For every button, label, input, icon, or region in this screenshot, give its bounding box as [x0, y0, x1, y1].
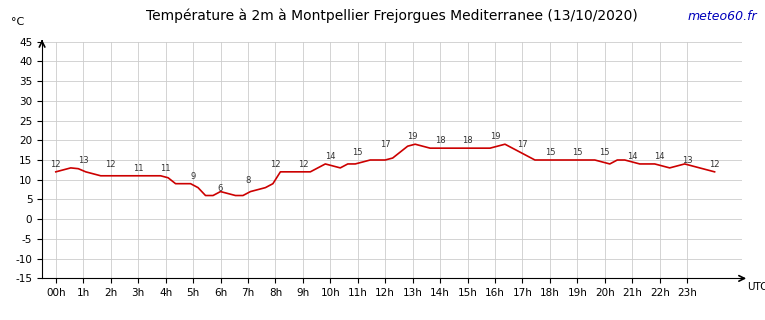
Text: 15: 15 [353, 148, 363, 157]
Text: 12: 12 [270, 160, 281, 169]
Text: 9: 9 [190, 172, 196, 181]
Text: 17: 17 [380, 140, 390, 149]
Text: 12: 12 [50, 160, 61, 169]
Text: Température à 2m à Montpellier Frejorgues Mediterranee (13/10/2020): Température à 2m à Montpellier Frejorgue… [146, 8, 638, 23]
Text: 13: 13 [78, 156, 89, 165]
Text: 11: 11 [133, 164, 143, 173]
Text: 11: 11 [161, 164, 171, 173]
Text: 14: 14 [627, 152, 637, 161]
Text: 17: 17 [517, 140, 528, 149]
Text: 18: 18 [435, 136, 445, 145]
Text: 13: 13 [682, 156, 692, 165]
Text: 12: 12 [298, 160, 308, 169]
Text: 15: 15 [600, 148, 610, 157]
Text: meteo60.fr: meteo60.fr [688, 10, 757, 23]
Text: 15: 15 [572, 148, 583, 157]
Text: 6: 6 [218, 184, 223, 193]
Text: 18: 18 [462, 136, 473, 145]
Text: 15: 15 [545, 148, 555, 157]
Text: 14: 14 [654, 152, 665, 161]
Text: 14: 14 [325, 152, 336, 161]
Text: 19: 19 [408, 132, 418, 141]
Text: 12: 12 [106, 160, 116, 169]
Text: UTC: UTC [747, 282, 765, 292]
Text: 12: 12 [709, 160, 720, 169]
Text: °C: °C [11, 17, 24, 28]
Text: 8: 8 [246, 176, 251, 185]
Text: 19: 19 [490, 132, 500, 141]
